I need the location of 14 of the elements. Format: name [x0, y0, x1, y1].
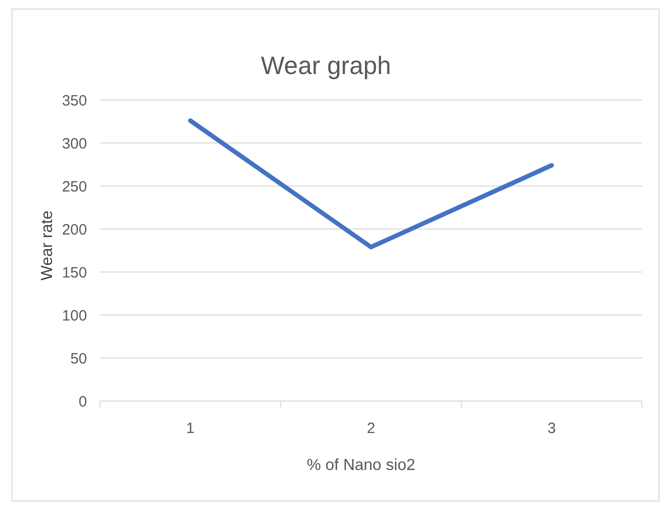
x-tick-label: 1: [186, 420, 195, 437]
x-tick-label: 2: [366, 420, 376, 437]
x-tick-label: 3: [547, 420, 556, 437]
y-tick-label: 250: [62, 178, 87, 196]
y-tick-label: 50: [70, 350, 87, 368]
x-axis-title: % of Nano sio2: [306, 457, 416, 474]
y-tick-label: 300: [62, 135, 87, 152]
y-tick-label: 200: [62, 221, 87, 238]
y-axis-title: Wear rate: [39, 210, 56, 280]
y-tick-label: 0: [78, 393, 87, 410]
y-tick-label: 100: [62, 307, 87, 324]
y-tick-label: 150: [62, 264, 87, 282]
chart-title: Wear graph: [260, 52, 392, 80]
y-tick-label: 350: [62, 92, 87, 110]
